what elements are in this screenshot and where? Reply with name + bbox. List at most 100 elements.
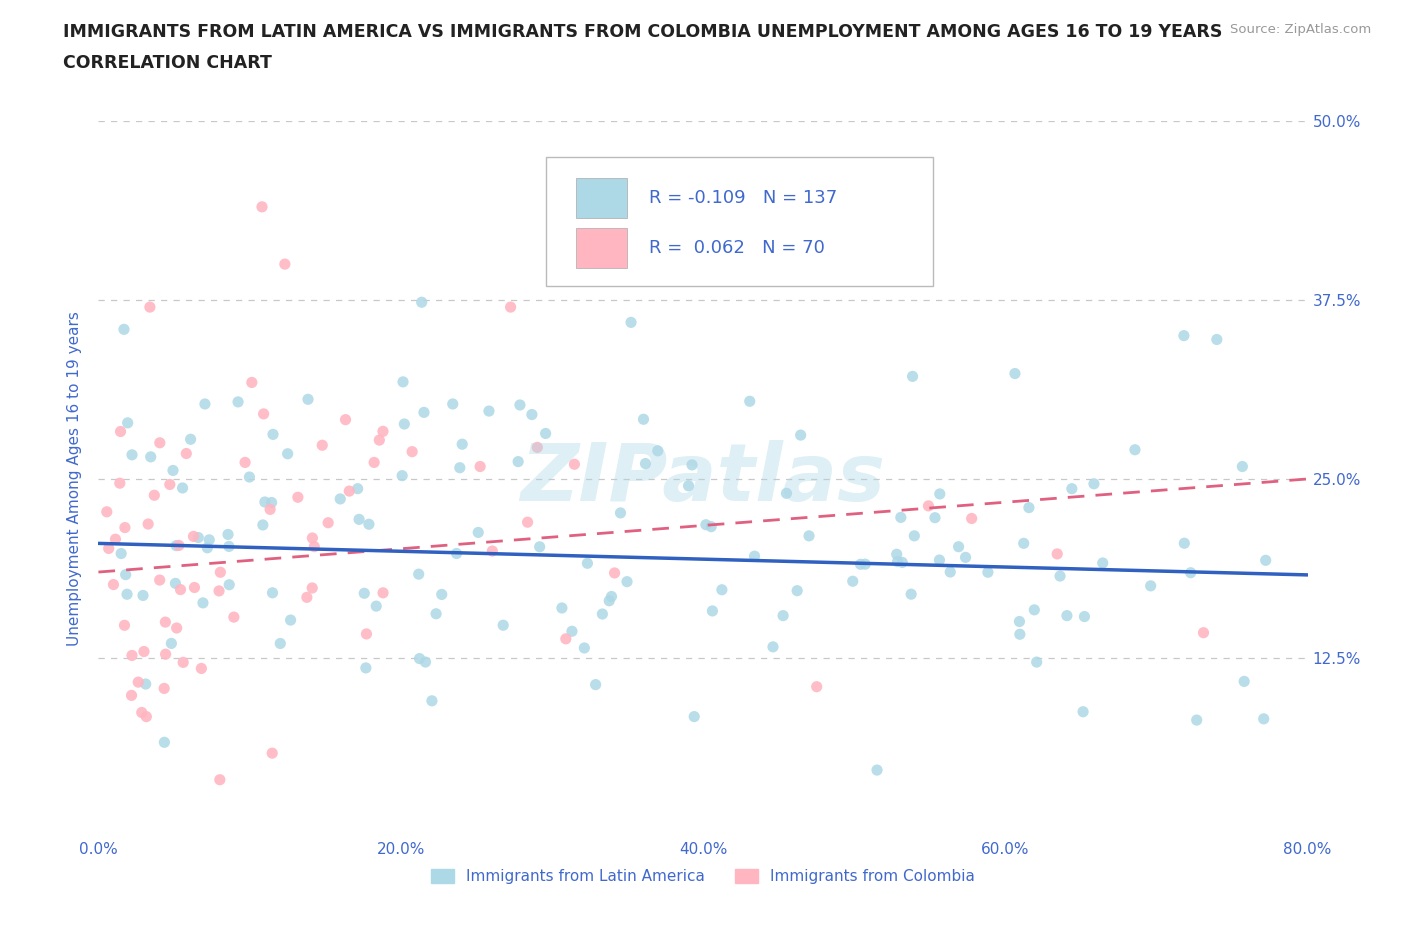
Point — [262, 746, 284, 761]
Point — [143, 488, 166, 503]
Point — [391, 468, 413, 483]
Point — [446, 546, 468, 561]
Point — [274, 257, 297, 272]
Point — [647, 444, 669, 458]
Point — [634, 456, 657, 471]
Y-axis label: Unemployment Among Ages 16 to 19 years: Unemployment Among Ages 16 to 19 years — [67, 312, 83, 646]
Point — [1008, 627, 1031, 642]
Point — [1185, 712, 1208, 727]
Point — [121, 648, 143, 663]
Point — [616, 574, 638, 589]
Point — [415, 655, 437, 670]
Point — [180, 432, 202, 446]
Point — [260, 495, 283, 510]
Point — [516, 515, 538, 530]
Point — [135, 710, 157, 724]
Point — [1060, 481, 1083, 496]
Point — [420, 694, 443, 709]
Point — [166, 620, 188, 635]
Point — [222, 610, 245, 625]
Point — [574, 641, 596, 656]
Point — [901, 369, 924, 384]
Point — [1139, 578, 1161, 593]
Point — [114, 618, 136, 632]
Point — [250, 199, 273, 214]
Point — [451, 437, 474, 452]
Point — [194, 396, 217, 411]
Point — [564, 457, 586, 472]
Point — [280, 613, 302, 628]
Point — [363, 455, 385, 470]
Point — [900, 587, 922, 602]
FancyBboxPatch shape — [546, 157, 932, 286]
Point — [576, 556, 599, 571]
Point — [1123, 443, 1146, 458]
Point — [786, 583, 808, 598]
Point — [411, 295, 433, 310]
Point — [401, 445, 423, 459]
Point — [356, 627, 378, 642]
Text: IMMIGRANTS FROM LATIN AMERICA VS IMMIGRANTS FROM COLOMBIA UNEMPLOYMENT AMONG AGE: IMMIGRANTS FROM LATIN AMERICA VS IMMIGRA… — [63, 23, 1223, 41]
Point — [478, 404, 501, 418]
Point — [408, 651, 430, 666]
Point — [347, 512, 370, 526]
Point — [392, 375, 415, 390]
Point — [891, 555, 914, 570]
Point — [598, 593, 620, 608]
Point — [1083, 476, 1105, 491]
Point — [167, 538, 190, 552]
Text: R =  0.062   N = 70: R = 0.062 N = 70 — [648, 239, 824, 258]
Point — [683, 710, 706, 724]
Point — [1025, 655, 1047, 670]
Point — [108, 476, 131, 491]
Point — [585, 677, 607, 692]
Point — [153, 681, 176, 696]
Point — [208, 772, 231, 787]
Point — [468, 459, 491, 474]
Point — [1173, 536, 1195, 551]
Point — [1071, 704, 1094, 719]
Point — [165, 538, 187, 553]
Point — [335, 412, 357, 427]
Point — [609, 506, 631, 521]
Point — [797, 528, 820, 543]
Point — [917, 498, 939, 513]
Point — [103, 578, 125, 592]
Point — [710, 582, 733, 597]
Point — [259, 502, 281, 517]
Point — [262, 427, 284, 442]
Point — [218, 578, 240, 592]
Point — [253, 406, 276, 421]
Point — [842, 574, 865, 589]
Point — [159, 477, 181, 492]
Point — [1192, 625, 1215, 640]
Point — [110, 546, 132, 561]
Point — [1049, 568, 1071, 583]
Point — [738, 393, 761, 408]
Point — [939, 565, 962, 579]
Point — [1232, 459, 1254, 474]
Point — [136, 516, 159, 531]
Point — [162, 463, 184, 478]
Point — [1254, 552, 1277, 567]
Point — [368, 432, 391, 447]
Point — [1056, 608, 1078, 623]
Point — [591, 606, 613, 621]
Point — [695, 517, 717, 532]
Point — [1012, 536, 1035, 551]
Text: CORRELATION CHART: CORRELATION CHART — [63, 54, 273, 72]
Point — [209, 565, 232, 579]
Point — [1004, 366, 1026, 381]
Point — [253, 495, 276, 510]
Point — [287, 490, 309, 505]
Point — [262, 585, 284, 600]
Point — [114, 567, 136, 582]
Point — [806, 679, 828, 694]
Point — [96, 504, 118, 519]
Point — [121, 447, 143, 462]
Point — [903, 528, 925, 543]
Point — [176, 446, 198, 461]
Point — [112, 322, 135, 337]
Point — [316, 515, 339, 530]
Point — [408, 566, 430, 581]
